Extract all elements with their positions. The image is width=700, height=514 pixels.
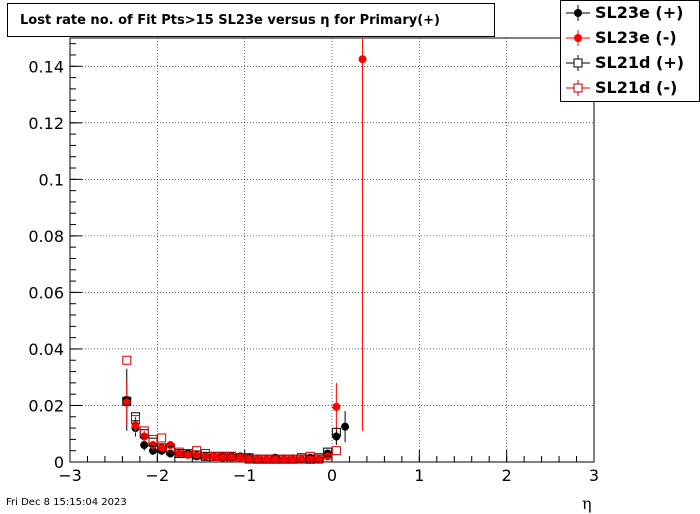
data-point [157,443,167,453]
legend-label: SL21d (-) [595,78,678,97]
data-point [332,402,341,411]
data-point [210,452,219,461]
data-point [200,449,210,459]
legend-marker-filled-circle-black [566,5,590,21]
data-point [236,453,245,462]
data-point [165,443,175,453]
data-point [262,454,271,464]
y-tick-label: 0.04 [28,340,64,359]
legend-entry-sl21d-minus: SL21d (-) [561,76,699,101]
x-tick-label: −2 [146,466,170,485]
data-point [331,446,341,456]
data-point [297,455,306,464]
data-point [271,455,280,464]
y-tick-label: 0 [54,453,64,472]
data-point [262,455,271,464]
x-axis-label: η [582,494,592,513]
legend: SL23e (+) SL23e (-) SL21d (+) SL21d (-) [560,0,700,102]
datestamp: Fri Dec 8 15:15:04 2023 [6,497,127,508]
data-point [218,453,227,462]
data-point [288,454,298,464]
y-tick-label: 0.1 [39,170,64,189]
data-point [227,451,237,461]
legend-label: SL23e (+) [595,3,684,22]
data-point [148,441,157,450]
x-tick-label: 1 [414,466,424,485]
data-point [288,455,297,464]
data-point [218,451,228,461]
data-point [296,454,306,464]
y-tick-label: 0.08 [28,227,64,246]
data-point [245,455,254,464]
data-point [279,454,289,464]
data-point [253,454,263,464]
x-tick-label: −3 [58,466,82,485]
y-tick-label: 0.06 [28,283,64,302]
y-tick-label: 0.12 [28,114,64,133]
legend-entry-sl21d-plus: SL21d (+) [561,51,699,76]
data-point [166,441,175,450]
legend-label: SL23e (-) [595,28,677,47]
data-point [331,427,341,437]
legend-entry-sl23e-plus: SL23e (+) [561,1,699,26]
data-point [139,426,149,436]
data-point [157,433,167,443]
data-point [166,449,175,458]
data-point [122,398,131,407]
data-point [314,454,324,464]
legend-marker-open-square-black [566,55,590,71]
data-point [323,447,333,457]
chart-title-box: Lost rate no. of Fit Pts>15 SL23e versus… [7,3,495,37]
legend-marker-open-square-red [566,80,590,96]
x-tick-label: 0 [327,466,337,485]
data-point [183,450,192,459]
data-point [253,455,262,464]
data-point [183,449,193,459]
data-point [201,452,210,461]
data-point [227,453,236,462]
data-point [270,454,280,464]
data-point [306,455,315,464]
grid-lines [70,38,594,462]
y-tick-label: 0.02 [28,396,64,415]
data-point [148,434,158,444]
legend-marker-filled-circle-red [566,30,590,46]
legend-label: SL21d (+) [595,53,685,72]
y-tick-label: 0.14 [28,57,64,76]
data-point [314,455,323,464]
data-point [148,446,157,455]
data-point [244,454,254,464]
y-tick-labels: 0 0.02 0.04 0.06 0.08 0.1 0.12 0.14 [28,57,64,472]
data-point [131,421,140,430]
data-point [122,396,132,406]
x-tick-labels: −3 −2 −1 0 1 2 3 [58,466,599,485]
data-series [122,38,367,464]
x-tick-label: 3 [589,466,599,485]
data-point [279,455,288,464]
data-point [305,451,315,461]
data-point [358,55,367,64]
x-tick-label: −1 [233,466,257,485]
data-point [157,443,166,452]
data-point [174,447,184,457]
data-point [192,446,202,456]
data-point [175,449,184,458]
data-point [140,432,149,441]
x-tick-label: 2 [502,466,512,485]
series-0 [122,368,350,464]
series-3 [122,355,341,464]
data-point [131,415,140,425]
data-point [235,453,245,463]
legend-entry-sl23e-minus: SL23e (-) [561,26,699,51]
data-point [323,453,333,463]
data-point [122,355,132,365]
chart-title: Lost rate no. of Fit Pts>15 SL23e versus… [20,12,440,28]
data-point [140,441,149,450]
data-point [341,422,350,431]
data-point [209,451,219,461]
